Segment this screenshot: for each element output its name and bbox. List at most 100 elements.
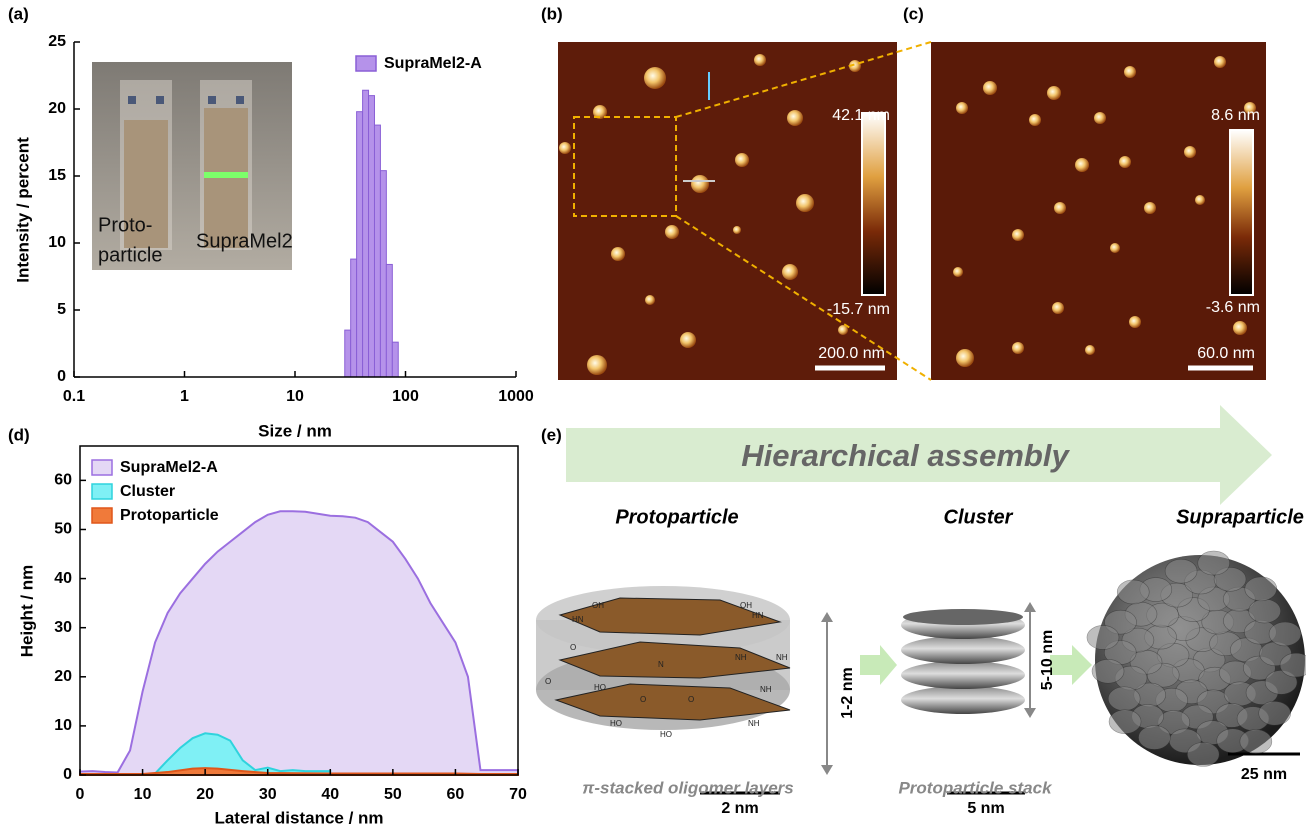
scale-disk bbox=[1138, 725, 1170, 749]
molecule-label: HO bbox=[610, 719, 622, 728]
inset-label: SupraMel2 bbox=[196, 230, 293, 252]
x-tick-label: 1 bbox=[180, 388, 189, 405]
y-tick-label: 0 bbox=[63, 766, 72, 783]
afm-particle bbox=[1124, 66, 1136, 78]
height-label: 5-10 nm bbox=[1039, 630, 1056, 690]
caption: π-stacked oligomer layers bbox=[582, 778, 793, 797]
histogram-bar bbox=[386, 264, 392, 377]
y-axis-label: Intensity / percent bbox=[13, 137, 32, 283]
legend-label: Cluster bbox=[120, 483, 175, 500]
panel-label: (b) bbox=[541, 4, 563, 23]
x-tick-label: 10 bbox=[134, 786, 152, 803]
afm-particle bbox=[782, 264, 798, 280]
x-tick-label: 50 bbox=[384, 786, 402, 803]
scale-disk bbox=[1108, 687, 1140, 711]
caption: Protoparticle stack bbox=[898, 778, 1053, 797]
histogram-bar bbox=[392, 342, 398, 377]
scale-disk bbox=[1187, 742, 1219, 766]
molecule-label: NH bbox=[748, 719, 760, 728]
x-axis-label: Size / nm bbox=[258, 421, 332, 440]
assembly-label: Hierarchical assembly bbox=[741, 438, 1070, 473]
x-axis-label: Lateral distance / nm bbox=[214, 808, 383, 827]
scale-disk bbox=[1259, 701, 1291, 725]
molecule-label: O bbox=[688, 695, 694, 704]
afm-particle bbox=[691, 175, 709, 193]
molecule-label: NH bbox=[735, 653, 747, 662]
y-tick-label: 50 bbox=[54, 521, 72, 538]
histogram-bar bbox=[357, 112, 363, 377]
afm-particle bbox=[796, 194, 814, 212]
panel-label: (a) bbox=[8, 4, 29, 23]
scale-disk bbox=[1269, 622, 1301, 646]
y-tick-label: 10 bbox=[54, 717, 72, 734]
histogram-bar bbox=[380, 171, 386, 377]
figure: (a) (b) (c) (d) (e) Proto- particle Supr… bbox=[0, 0, 1306, 831]
scale-disk bbox=[1249, 599, 1281, 623]
afm-particle bbox=[1085, 345, 1095, 355]
x-tick-label: 40 bbox=[321, 786, 339, 803]
molecule-label: O bbox=[640, 695, 646, 704]
afm-particle bbox=[754, 54, 766, 66]
molecule-label: OH bbox=[592, 601, 604, 610]
x-tick-label: 70 bbox=[509, 786, 527, 803]
afm-particle bbox=[1075, 158, 1089, 172]
afm-particle bbox=[787, 110, 803, 126]
scale-disk bbox=[1087, 625, 1119, 649]
y-tick-label: 60 bbox=[54, 472, 72, 489]
colorbar-min: -15.7 nm bbox=[827, 301, 890, 318]
x-tick-label: 60 bbox=[447, 786, 465, 803]
scale-disk bbox=[1092, 659, 1124, 683]
molecule-label: NH bbox=[760, 685, 772, 694]
histogram-bar bbox=[351, 259, 357, 377]
afm-particle bbox=[1233, 321, 1247, 335]
supraparticle-drawing bbox=[1087, 551, 1306, 766]
legend-label: Protoparticle bbox=[120, 507, 219, 524]
afm-particle bbox=[1110, 243, 1120, 253]
molecule-label: HO bbox=[660, 730, 672, 739]
legend-swatch bbox=[356, 56, 376, 71]
afm-particle bbox=[1144, 202, 1156, 214]
x-tick-label: 20 bbox=[196, 786, 214, 803]
afm-particle bbox=[953, 267, 963, 277]
colorbar-max: 42.1 nm bbox=[832, 107, 890, 124]
afm-particle bbox=[1029, 114, 1041, 126]
colorbar-max: 8.6 nm bbox=[1211, 107, 1260, 124]
scale-disk bbox=[1165, 559, 1197, 583]
x-tick-label: 100 bbox=[392, 388, 419, 405]
height-label: 1-2 nm bbox=[839, 667, 856, 719]
afm-particle bbox=[1052, 302, 1064, 314]
stage-title: Cluster bbox=[944, 506, 1014, 528]
afm-particle bbox=[1012, 342, 1024, 354]
stage-title: Supraparticle bbox=[1176, 506, 1304, 528]
x-tick-label: 0 bbox=[76, 786, 85, 803]
y-tick-label: 10 bbox=[48, 234, 66, 251]
afm-particle bbox=[559, 142, 571, 154]
afm-particle bbox=[1012, 229, 1024, 241]
x-tick-label: 1000 bbox=[498, 388, 534, 405]
y-tick-label: 5 bbox=[57, 301, 66, 318]
area bbox=[80, 511, 518, 775]
scale-disk bbox=[1245, 577, 1277, 601]
afm-particle bbox=[735, 153, 749, 167]
molecule-label: N bbox=[658, 660, 664, 669]
histogram-bar bbox=[363, 90, 369, 377]
afm-particle bbox=[1047, 86, 1061, 100]
afm-particle bbox=[1129, 316, 1141, 328]
afm-particle bbox=[611, 247, 625, 261]
y-axis-label: Height / nm bbox=[17, 565, 36, 658]
afm-particle bbox=[587, 355, 607, 375]
panel-label: (c) bbox=[903, 4, 924, 23]
molecule-label: HN bbox=[752, 611, 764, 620]
afm-particle bbox=[1184, 146, 1196, 158]
y-tick-label: 15 bbox=[48, 167, 66, 184]
afm-particle bbox=[1119, 156, 1131, 168]
afm-particle bbox=[644, 67, 666, 89]
y-tick-label: 25 bbox=[48, 33, 66, 50]
x-tick-label: 10 bbox=[286, 388, 304, 405]
scale-bar-label: 60.0 nm bbox=[1197, 345, 1255, 362]
panel-label: (e) bbox=[541, 425, 562, 444]
molecule-label: O bbox=[545, 677, 551, 686]
histogram-bar bbox=[345, 330, 351, 377]
y-tick-label: 20 bbox=[48, 100, 66, 117]
afm-image bbox=[931, 42, 1266, 380]
